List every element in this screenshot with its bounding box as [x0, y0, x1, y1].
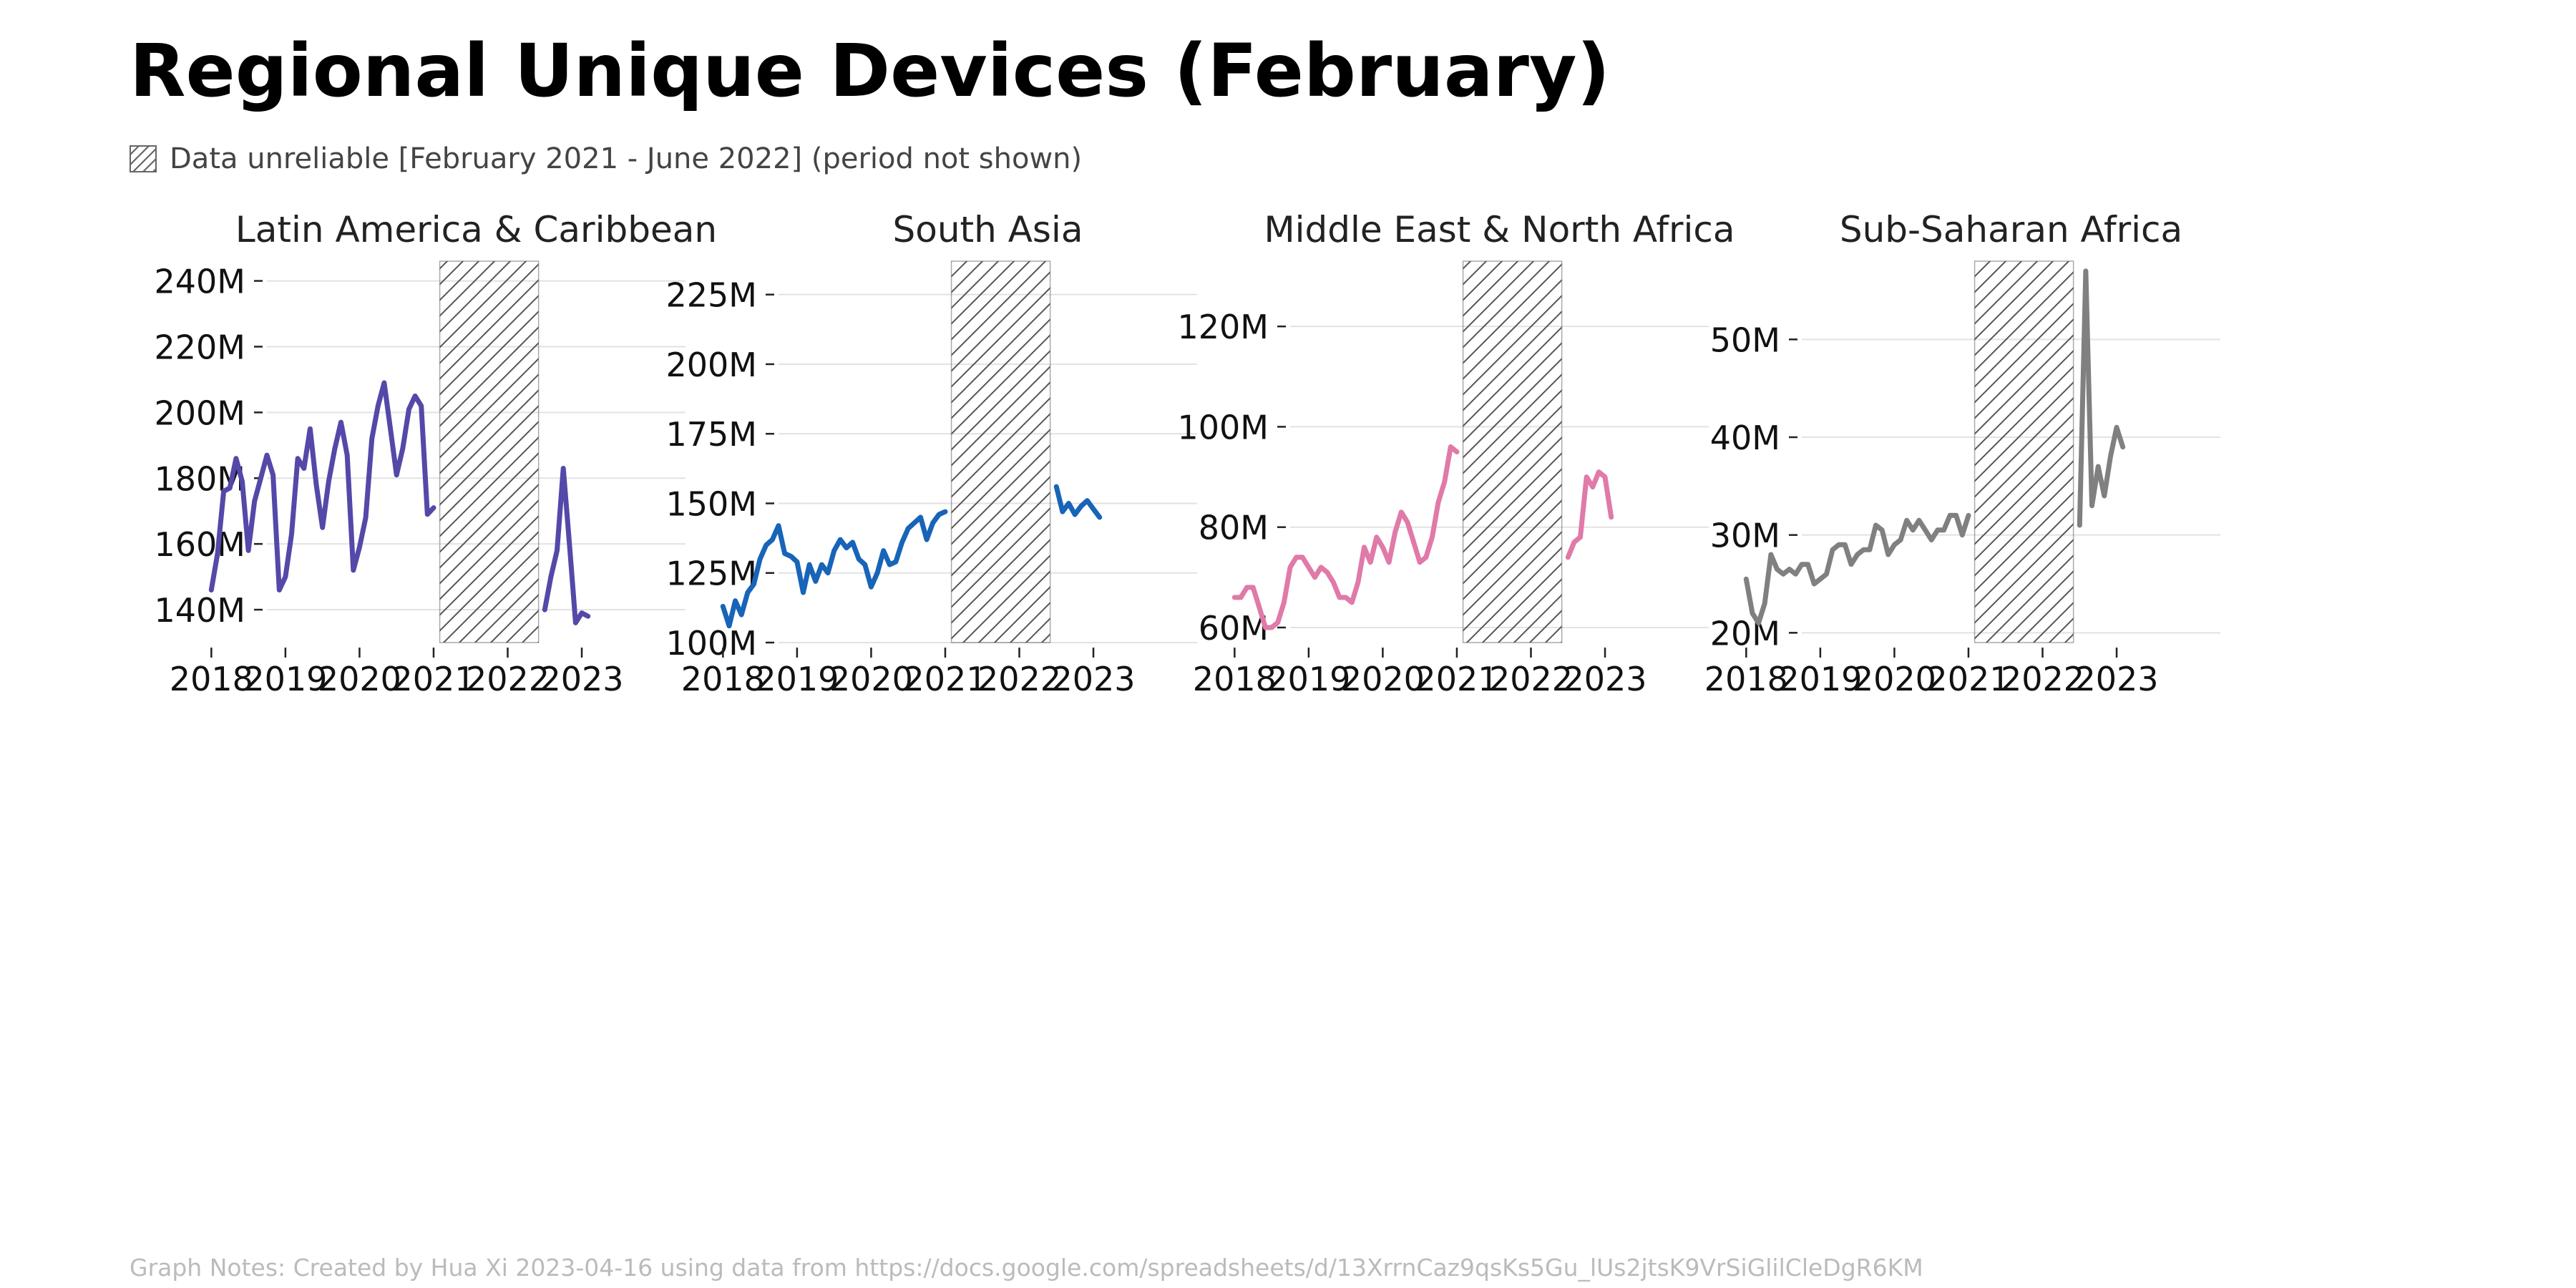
panel-0: Latin America & Caribbean140M160M180M200…: [155, 209, 718, 698]
y-tick-label: 200M: [155, 394, 246, 432]
y-tick-label: 60M: [1199, 609, 1269, 648]
y-tick-label: 80M: [1199, 509, 1269, 547]
x-tick-label: 2019: [755, 660, 839, 698]
x-tick-label: 2020: [318, 660, 401, 698]
x-tick-label: 2022: [977, 660, 1061, 698]
x-tick-label: 2019: [1778, 660, 1862, 698]
y-tick-label: 120M: [1178, 308, 1269, 346]
y-tick-label: 20M: [1710, 614, 1780, 653]
panel-3: Sub-Saharan Africa20M30M40M50M2018201920…: [1704, 209, 2220, 698]
series-line-1: [542, 466, 591, 625]
x-tick-label: 2018: [170, 660, 253, 698]
x-tick-label: 2023: [1563, 660, 1647, 698]
chart-title: Regional Unique Devices (February): [130, 29, 1611, 114]
unreliable-region: [1974, 260, 2074, 643]
y-tick-label: 220M: [155, 328, 246, 366]
series-line-1: [2077, 268, 2126, 528]
panel-2: Middle East & North Africa 60M 80M 100M 120M…: [1178, 209, 1735, 698]
x-tick-label: 2023: [1052, 660, 1136, 698]
series-line-0: [208, 380, 436, 592]
y-tick-label: 225M: [666, 276, 758, 315]
x-tick-label: 2020: [1341, 660, 1425, 698]
y-tick-label: 175M: [666, 415, 758, 454]
panel-title: Middle East & North Africa: [1264, 209, 1735, 250]
x-tick-label: 2020: [829, 660, 913, 698]
y-tick-label: 50M: [1710, 321, 1780, 359]
x-tick-label: 2021: [1415, 660, 1498, 698]
x-tick-label: 2022: [1489, 660, 1573, 698]
y-tick-label: 100M: [666, 624, 758, 663]
x-tick-label: 2018: [681, 660, 765, 698]
y-tick-label: 40M: [1710, 419, 1780, 457]
x-tick-label: 2018: [1193, 660, 1277, 698]
y-tick-label: 200M: [666, 346, 758, 384]
x-tick-label: 2019: [1267, 660, 1350, 698]
x-tick-label: 2021: [1926, 660, 2010, 698]
y-tick-label: 30M: [1710, 517, 1780, 555]
x-tick-label: 2022: [2001, 660, 2084, 698]
x-tick-label: 2023: [540, 660, 624, 698]
panel-title: Sub-Saharan Africa: [1840, 209, 2182, 250]
panel-1: South Asia100M125M150M175M200M225M201820…: [666, 209, 1197, 698]
series-line-0: [1743, 512, 1971, 626]
x-tick-label: 2019: [243, 660, 327, 698]
legend-label: Data unreliable [February 2021 - June 20…: [170, 142, 1083, 175]
unreliable-region: [950, 260, 1051, 643]
series-line-1: [1565, 469, 1614, 560]
x-tick-label: 2020: [1853, 660, 1936, 698]
panel-title: Latin America & Caribbean: [235, 209, 717, 250]
y-tick-label: 160M: [155, 525, 246, 564]
y-tick-label: 100M: [1178, 408, 1269, 447]
y-tick-label: 240M: [155, 263, 246, 301]
series-line-0: [720, 509, 948, 629]
y-tick-label: 150M: [666, 484, 758, 523]
x-tick-label: 2022: [466, 660, 550, 698]
series-line-0: [1231, 444, 1460, 630]
y-tick-label: 140M: [155, 591, 246, 630]
series-line-1: [1053, 484, 1103, 520]
panel-title: South Asia: [893, 209, 1083, 250]
y-tick-label: 125M: [666, 555, 758, 593]
x-tick-label: 2021: [903, 660, 987, 698]
hatch-swatch-icon: [130, 145, 157, 172]
x-tick-label: 2021: [391, 660, 475, 698]
unreliable-region: [439, 260, 540, 643]
graph-notes: Graph Notes: Created by Hua Xi 2023-04-1…: [130, 1254, 1923, 1282]
x-tick-label: 2023: [2075, 660, 2159, 698]
x-tick-label: 2018: [1704, 660, 1788, 698]
legend: Data unreliable [February 2021 - June 20…: [130, 140, 1082, 177]
unreliable-region: [1462, 260, 1563, 643]
